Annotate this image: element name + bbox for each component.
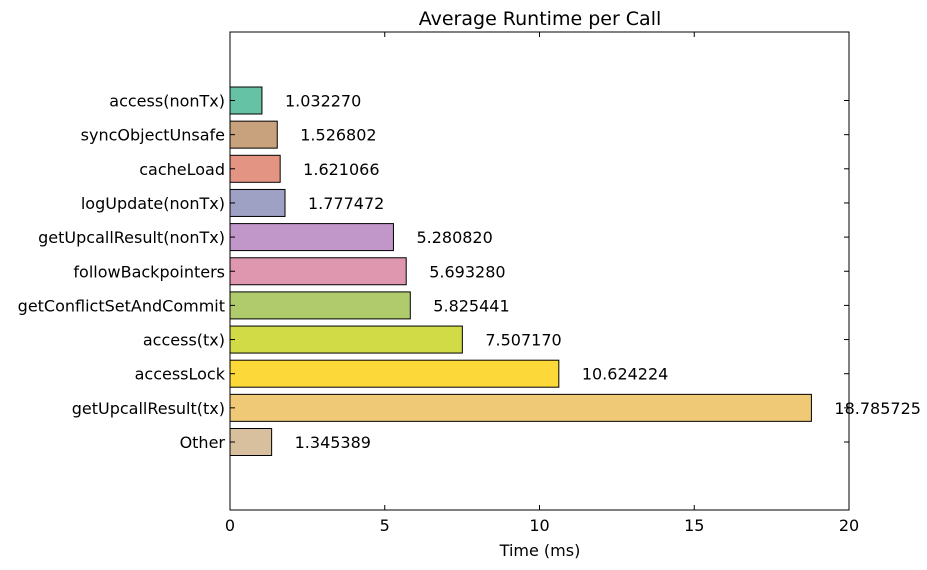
category-label: access(tx) [143, 331, 225, 350]
category-label: getConflictSetAndCommit [18, 296, 225, 315]
value-label: 1.777472 [308, 194, 384, 213]
value-label: 18.785725 [834, 399, 921, 418]
value-label: 1.345389 [295, 433, 371, 452]
category-label: accessLock [135, 365, 226, 384]
category-label: getUpcallResult(nonTx) [38, 228, 225, 247]
value-label: 1.621066 [303, 160, 379, 179]
x-tick-label: 20 [839, 516, 859, 535]
bar [229, 257, 407, 286]
value-label: 1.032270 [285, 92, 361, 111]
bar [229, 393, 812, 422]
x-tick-label: 10 [529, 516, 549, 535]
plot-frame [229, 31, 850, 511]
x-tick-label: 0 [225, 516, 235, 535]
category-label: access(nonTx) [109, 92, 225, 111]
value-label: 5.693280 [429, 262, 505, 281]
category-label: Other [180, 433, 226, 452]
bar [229, 359, 560, 388]
value-label: 7.507170 [485, 331, 561, 350]
bar [229, 223, 394, 252]
x-tick-label: 5 [380, 516, 390, 535]
value-label: 5.825441 [433, 296, 509, 315]
value-label: 1.526802 [300, 126, 376, 145]
value-label: 5.280820 [416, 228, 492, 247]
bar [229, 325, 463, 354]
category-label: logUpdate(nonTx) [81, 194, 225, 213]
category-label: getUpcallResult(tx) [72, 399, 225, 418]
category-label: cacheLoad [139, 160, 225, 179]
x-tick-label: 15 [684, 516, 704, 535]
bar [229, 188, 286, 217]
chart-title: Average Runtime per Call [419, 8, 662, 30]
x-axis-label: Time (ms) [499, 541, 581, 560]
bar [229, 120, 278, 149]
bar [229, 154, 281, 183]
category-label: syncObjectUnsafe [81, 126, 225, 145]
bar [229, 291, 411, 320]
category-label: followBackpointers [73, 262, 225, 281]
value-label: 10.624224 [582, 365, 669, 384]
bar [229, 428, 273, 456]
